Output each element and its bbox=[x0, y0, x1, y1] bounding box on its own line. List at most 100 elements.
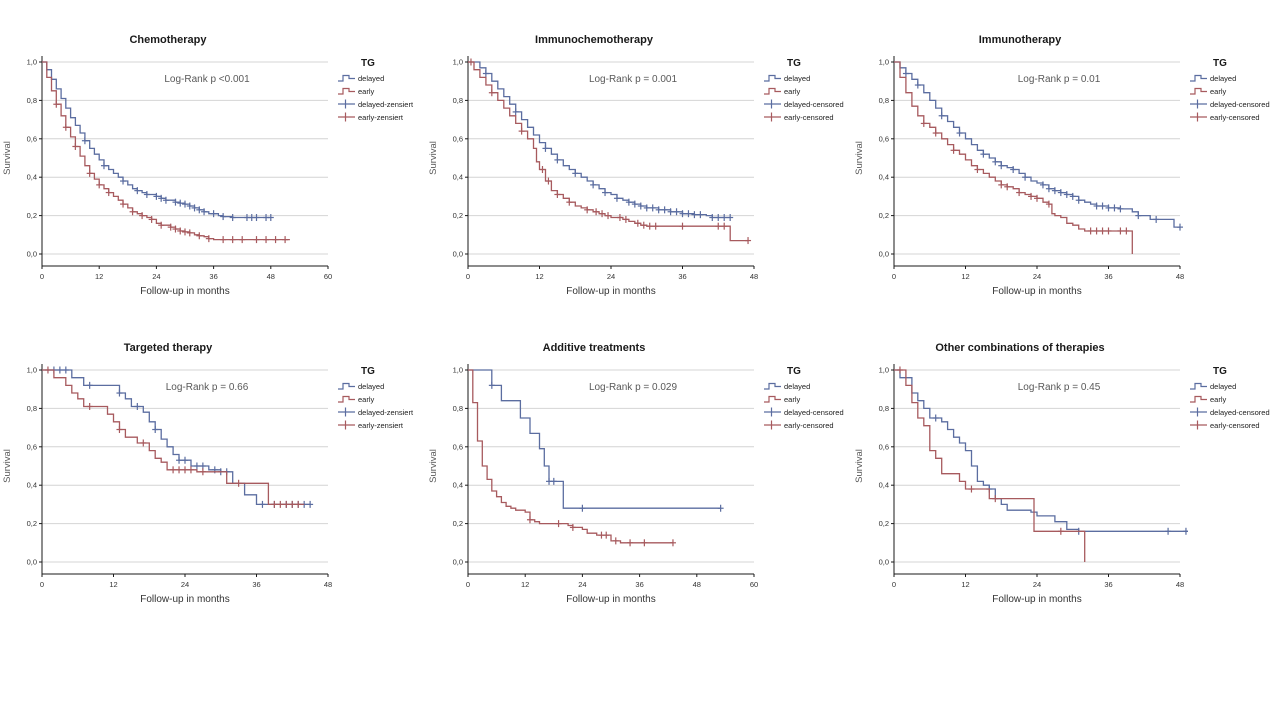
censor-marks-delayed bbox=[482, 70, 734, 222]
legend-title: TG bbox=[1213, 58, 1227, 69]
censor-plus-glyph-icon bbox=[764, 99, 781, 109]
legend-label: delayed bbox=[1210, 73, 1237, 83]
step-line-glyph-icon bbox=[338, 74, 355, 82]
legend-item-early: early bbox=[1190, 393, 1278, 405]
legend-label: early-zensiert bbox=[358, 112, 404, 122]
x-axis-label: Follow-up in months bbox=[566, 286, 655, 297]
log-rank-p-label: Log-Rank p <0.001 bbox=[164, 74, 250, 85]
step-line-glyph-icon bbox=[338, 395, 355, 403]
legend-label: early bbox=[358, 86, 375, 96]
y-tick-label: 0,6 bbox=[879, 134, 889, 143]
legend-label: early-censored bbox=[1210, 420, 1260, 430]
censor-plus-glyph-icon bbox=[764, 407, 781, 417]
legend: TG delayed early delayed-censored early-cen… bbox=[764, 58, 852, 123]
y-tick-label: 0,8 bbox=[27, 96, 37, 105]
y-axis-label: Survival bbox=[428, 449, 439, 483]
x-tick-label: 60 bbox=[750, 580, 758, 589]
x-axis-label: Follow-up in months bbox=[140, 594, 229, 605]
x-tick-label: 12 bbox=[95, 272, 103, 281]
y-tick-label: 0,0 bbox=[27, 250, 37, 259]
x-tick-label: 12 bbox=[961, 272, 969, 281]
legend-label: delayed bbox=[1210, 381, 1237, 391]
x-tick-label: 0 bbox=[892, 272, 896, 281]
panel-additive-treatments: Additive treatments 0,0 0,2 0,4 0,6 0,8 1,0 0 1… bbox=[426, 342, 852, 608]
legend-item-delayed-censored: delayed-censored bbox=[764, 406, 852, 418]
legend-item-delayed-censored: delayed-censored bbox=[1190, 406, 1278, 418]
y-tick-label: 0,8 bbox=[879, 404, 889, 413]
x-tick-label: 36 bbox=[635, 580, 643, 589]
legend-item-delayed: delayed bbox=[764, 72, 852, 84]
x-tick-label: 12 bbox=[535, 272, 543, 281]
axes: 0,0 0,2 0,4 0,6 0,8 1,0 0 12 24 36 48 60 bbox=[27, 56, 332, 281]
y-tick-label: 0,6 bbox=[453, 134, 463, 143]
censor-marks-delayed bbox=[902, 70, 1183, 231]
x-tick-label: 48 bbox=[1176, 580, 1184, 589]
legend-label: delayed bbox=[358, 381, 385, 391]
gridlines bbox=[42, 369, 328, 563]
x-tick-label: 24 bbox=[1033, 272, 1041, 281]
y-tick-label: 1,0 bbox=[879, 366, 889, 375]
panel-immunochemotherapy: Immunochemotherapy 0,0 0,2 0,4 0,6 0,8 1,0 0 12… bbox=[426, 34, 852, 300]
legend-items: delayed early delayed-censored early-censor… bbox=[1190, 380, 1278, 431]
legend-item-early-censored: early-censored bbox=[764, 111, 852, 123]
censor-marks-early bbox=[467, 58, 752, 245]
step-line-glyph-icon bbox=[764, 74, 781, 82]
y-tick-label: 0,2 bbox=[27, 211, 37, 220]
censor-marks-early bbox=[920, 119, 1130, 235]
axes: 0,0 0,2 0,4 0,6 0,8 1,0 0 12 24 36 48 bbox=[879, 364, 1184, 589]
legend-label: delayed bbox=[784, 381, 811, 391]
x-tick-label: 48 bbox=[750, 272, 758, 281]
legend-item-delayed-zensiert: delayed-zensiert bbox=[338, 98, 426, 110]
y-axis-label: Survival bbox=[428, 141, 439, 175]
legend-label: early bbox=[1210, 394, 1227, 404]
x-axis-label: Follow-up in months bbox=[992, 286, 1081, 297]
legend-label: early bbox=[784, 86, 801, 96]
legend-item-delayed: delayed bbox=[1190, 380, 1278, 392]
legend-title: TG bbox=[361, 58, 375, 69]
curve-delayed bbox=[894, 369, 1188, 532]
survival-plot: 0,0 0,2 0,4 0,6 0,8 1,0 0 12 24 36 48 Follow-up in … bbox=[428, 56, 758, 297]
y-tick-label: 0,2 bbox=[879, 519, 889, 528]
step-line-glyph-icon bbox=[338, 382, 355, 390]
legend-item-early: early bbox=[1190, 85, 1278, 97]
legend-label: delayed-censored bbox=[1210, 99, 1270, 109]
step-line-glyph-icon bbox=[764, 395, 781, 403]
y-axis-label: Survival bbox=[2, 141, 13, 175]
legend-title: TG bbox=[1213, 366, 1227, 377]
axes: 0,0 0,2 0,4 0,6 0,8 1,0 0 12 24 36 48 bbox=[453, 56, 758, 281]
x-tick-label: 12 bbox=[109, 580, 117, 589]
legend-label: early bbox=[784, 394, 801, 404]
y-tick-label: 0,2 bbox=[453, 211, 463, 220]
y-tick-label: 0,0 bbox=[879, 558, 889, 567]
chart-title: Immunochemotherapy bbox=[535, 34, 653, 46]
curve-early bbox=[42, 61, 290, 241]
y-tick-label: 1,0 bbox=[453, 366, 463, 375]
legend-label: delayed-censored bbox=[784, 407, 844, 417]
step-line-glyph-icon bbox=[1190, 87, 1207, 95]
x-tick-label: 48 bbox=[324, 580, 332, 589]
legend-title: TG bbox=[787, 366, 801, 377]
legend-item-early-censored: early-censored bbox=[1190, 419, 1278, 431]
axes: 0,0 0,2 0,4 0,6 0,8 1,0 0 12 24 36 48 60 bbox=[453, 364, 758, 589]
x-tick-label: 0 bbox=[40, 272, 44, 281]
legend-item-delayed-censored: delayed-censored bbox=[1190, 98, 1278, 110]
panel-other-combinations: Other combinations of therapies 0,0 0,2 0,… bbox=[852, 342, 1278, 608]
legend-item-early: early bbox=[338, 393, 426, 405]
censor-plus-glyph-icon bbox=[338, 112, 355, 122]
censor-plus-glyph-icon bbox=[1190, 99, 1207, 109]
chart-row: 0,0 0,2 0,4 0,6 0,8 1,0 0 12 24 36 48 Follow-up in … bbox=[852, 48, 1278, 300]
y-tick-label: 0,4 bbox=[453, 173, 463, 182]
x-tick-label: 36 bbox=[1104, 272, 1112, 281]
y-tick-label: 1,0 bbox=[453, 58, 463, 67]
step-line-glyph-icon bbox=[338, 87, 355, 95]
y-tick-label: 0,6 bbox=[27, 442, 37, 451]
chart-row: 0,0 0,2 0,4 0,6 0,8 1,0 0 12 24 36 48 Follow-up in … bbox=[426, 48, 852, 300]
x-tick-label: 48 bbox=[693, 580, 701, 589]
censor-plus-glyph-icon bbox=[1190, 420, 1207, 430]
legend-item-delayed: delayed bbox=[338, 72, 426, 84]
censor-marks-delayed bbox=[81, 137, 274, 222]
x-tick-label: 36 bbox=[1104, 580, 1112, 589]
censor-plus-glyph-icon bbox=[338, 99, 355, 109]
x-tick-label: 0 bbox=[466, 580, 470, 589]
censor-plus-glyph-icon bbox=[1190, 407, 1207, 417]
